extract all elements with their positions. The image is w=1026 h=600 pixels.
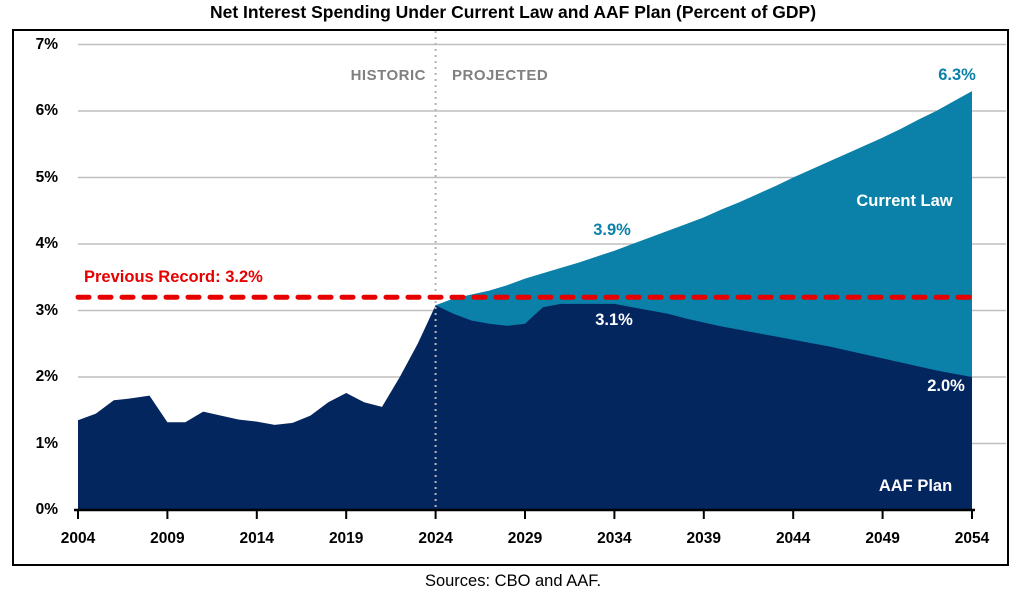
x-tick-label: 2004 xyxy=(60,530,96,547)
x-tick-label: 2009 xyxy=(150,530,185,547)
y-tick-label: 4% xyxy=(35,235,58,252)
projected-label: PROJECTED xyxy=(452,67,549,84)
x-ticks xyxy=(77,510,973,519)
annotation-aaf-plan-2054: 2.0% xyxy=(927,377,965,395)
x-tick-label: 2014 xyxy=(239,530,275,547)
x-tick-label: 2024 xyxy=(418,530,453,547)
y-tick-label: 2% xyxy=(35,368,58,385)
x-tick-label: 2049 xyxy=(865,530,900,547)
x-tick-label: 2019 xyxy=(328,530,364,547)
x-tick-label: 2054 xyxy=(954,530,990,547)
y-tick-label: 3% xyxy=(35,301,58,319)
series-label-aaf-plan: AAF Plan xyxy=(878,477,953,495)
y-tick-label: 0% xyxy=(35,501,58,518)
x-tick-label: 2034 xyxy=(597,530,632,547)
y-tick-label: 6% xyxy=(35,102,58,119)
x-tick-label: 2039 xyxy=(686,530,722,547)
annotation-current-law-2034: 3.9% xyxy=(593,221,631,239)
source-note: Sources: CBO and AAF. xyxy=(424,572,602,590)
x-tick-label: 2044 xyxy=(775,530,811,547)
chart-title: Net Interest Spending Under Current Law … xyxy=(209,2,817,22)
area-aaf-plan xyxy=(78,303,972,510)
y-tick-label: 7% xyxy=(35,35,58,53)
y-tick-label: 5% xyxy=(35,168,58,186)
annotation-current-law-2054: 6.3% xyxy=(938,66,976,84)
historic-label: HISTORIC xyxy=(350,67,426,84)
x-tick-label: 2029 xyxy=(507,530,543,547)
y-tick-label: 1% xyxy=(35,434,58,452)
annotation-aaf-plan-2034: 3.1% xyxy=(595,311,633,329)
series-label-current-law: Current Law xyxy=(856,192,953,210)
previous-record-label: Previous Record: 3.2% xyxy=(84,268,263,286)
